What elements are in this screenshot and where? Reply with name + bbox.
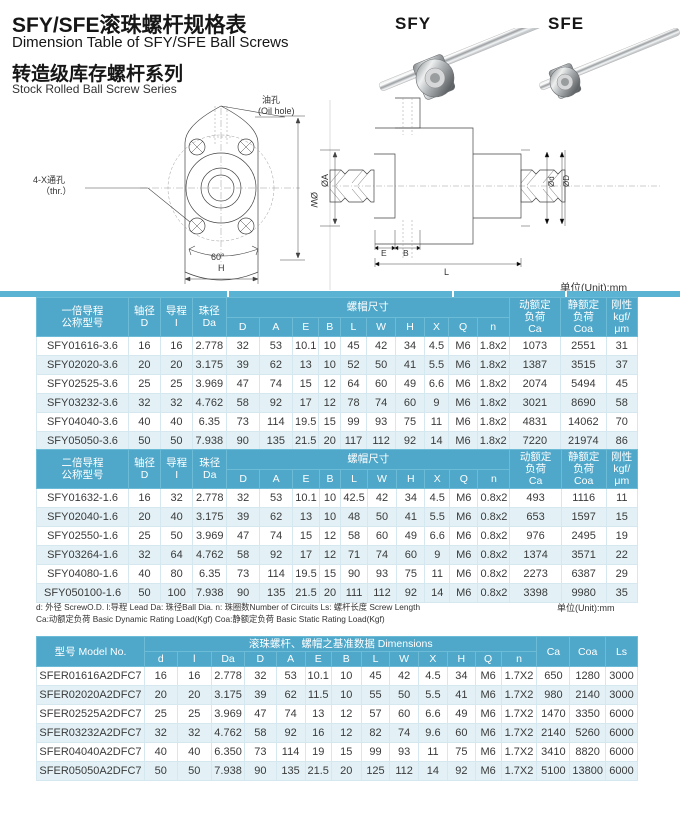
svg-text:ØA: ØA xyxy=(320,174,330,187)
svg-text:（thr.）: （thr.） xyxy=(41,186,72,196)
svg-text:油孔: 油孔 xyxy=(262,95,280,105)
svg-text:ØW: ØW xyxy=(309,192,319,208)
svg-text:Ød: Ød xyxy=(547,176,556,187)
svg-text:(Oil hole): (Oil hole) xyxy=(258,106,295,116)
svg-text:H: H xyxy=(218,263,225,273)
svg-text:B: B xyxy=(403,248,409,258)
svg-text:4-X通孔: 4-X通孔 xyxy=(33,175,65,185)
svg-text:L: L xyxy=(444,267,449,277)
svg-text:E: E xyxy=(381,248,387,258)
svg-text:60°: 60° xyxy=(211,252,225,262)
svg-text:ØD: ØD xyxy=(562,175,571,187)
